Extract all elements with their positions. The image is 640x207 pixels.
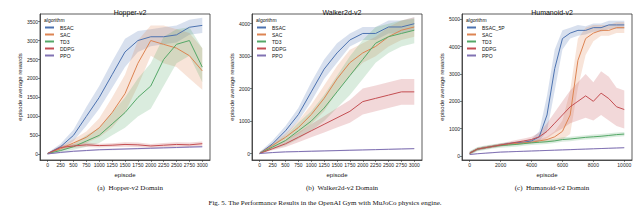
svg-text:PPO: PPO [482,53,493,59]
svg-text:TD3: TD3 [272,39,282,45]
svg-text:algorithm: algorithm [466,17,487,23]
svg-text:1000: 1000 [27,113,38,119]
svg-text:1000: 1000 [94,162,105,168]
svg-text:2750: 2750 [396,162,407,168]
svg-text:750: 750 [294,162,303,168]
svg-text:Hopper-v2: Hopper-v2 [114,9,147,17]
svg-text:1500: 1500 [119,162,130,168]
svg-text:8000: 8000 [588,162,599,168]
svg-text:Walker2d-v2: Walker2d-v2 [322,9,361,16]
svg-text:SAC: SAC [60,32,71,38]
svg-text:2750: 2750 [184,162,195,168]
svg-text:3000: 3000 [239,53,250,59]
svg-text:2500: 2500 [383,162,394,168]
svg-text:250: 250 [56,162,65,168]
svg-text:episode: episode [326,172,348,178]
svg-text:2000: 2000 [27,75,38,81]
svg-text:BSAC_5P: BSAC_5P [482,25,505,31]
svg-text:2250: 2250 [158,162,169,168]
svg-text:1500: 1500 [27,94,38,100]
svg-text:6000: 6000 [557,162,568,168]
svg-text:BSAC: BSAC [60,25,74,31]
svg-text:750: 750 [82,162,91,168]
svg-text:(b) Walker2d-v2 Domain: (b) Walker2d-v2 Domain [306,184,379,192]
svg-text:algorithm: algorithm [256,17,277,23]
svg-text:DDPG: DDPG [60,46,75,52]
svg-text:1750: 1750 [344,162,355,168]
svg-text:0: 0 [35,151,38,157]
svg-text:3000: 3000 [27,38,38,44]
svg-text:0: 0 [46,162,49,168]
svg-text:2500: 2500 [171,162,182,168]
svg-text:episode: episode [536,172,558,178]
svg-text:5000: 5000 [449,16,460,22]
svg-text:2000: 2000 [357,162,368,168]
svg-text:Fig. 5. The Performance Result: Fig. 5. The Performance Results in the O… [209,199,442,207]
svg-text:2500: 2500 [27,57,38,63]
svg-text:0: 0 [258,162,261,168]
svg-text:episode average rewards: episode average rewards [17,53,23,120]
svg-text:2000: 2000 [239,86,250,92]
svg-text:0: 0 [247,151,250,157]
svg-text:250: 250 [268,162,277,168]
svg-text:4000: 4000 [239,21,250,27]
svg-text:1000: 1000 [239,118,250,124]
svg-text:SAC: SAC [482,32,493,38]
svg-text:TD3: TD3 [60,39,70,45]
svg-text:2000: 2000 [145,162,156,168]
svg-text:1250: 1250 [107,162,118,168]
svg-text:3000: 3000 [197,162,208,168]
svg-text:(c) Humanoid-v2 Domain: (c) Humanoid-v2 Domain [515,184,590,192]
svg-text:algorithm: algorithm [44,17,65,23]
svg-text:0: 0 [468,162,471,168]
svg-text:500: 500 [69,162,78,168]
svg-text:2250: 2250 [370,162,381,168]
svg-text:1250: 1250 [319,162,330,168]
svg-text:4000: 4000 [526,162,537,168]
svg-text:10000: 10000 [617,162,631,168]
svg-text:1000: 1000 [449,126,460,132]
svg-text:3000: 3000 [449,71,460,77]
svg-text:PPO: PPO [60,53,71,59]
svg-text:2000: 2000 [495,162,506,168]
svg-text:500: 500 [30,132,39,138]
svg-text:episode average rewards: episode average rewards [439,53,445,120]
svg-text:3500: 3500 [27,19,38,25]
svg-text:BSAC: BSAC [272,25,286,31]
svg-text:1500: 1500 [331,162,342,168]
svg-text:3000: 3000 [409,162,420,168]
svg-text:500: 500 [281,162,290,168]
svg-text:DDPG: DDPG [482,46,497,52]
svg-text:1000: 1000 [306,162,317,168]
svg-text:PPO: PPO [272,53,283,59]
svg-text:DDPG: DDPG [272,46,287,52]
svg-text:(a) Hopper-v2 Domain: (a) Hopper-v2 Domain [97,184,163,192]
svg-text:Humanoid-v2: Humanoid-v2 [531,9,573,16]
svg-text:TD3: TD3 [482,39,492,45]
svg-text:2000: 2000 [449,98,460,104]
svg-text:0: 0 [457,153,460,159]
svg-text:episode: episode [114,172,136,178]
svg-text:1750: 1750 [132,162,143,168]
svg-text:4000: 4000 [449,44,460,50]
svg-text:SAC: SAC [272,32,283,38]
svg-text:episode average rewards: episode average rewards [229,53,235,120]
